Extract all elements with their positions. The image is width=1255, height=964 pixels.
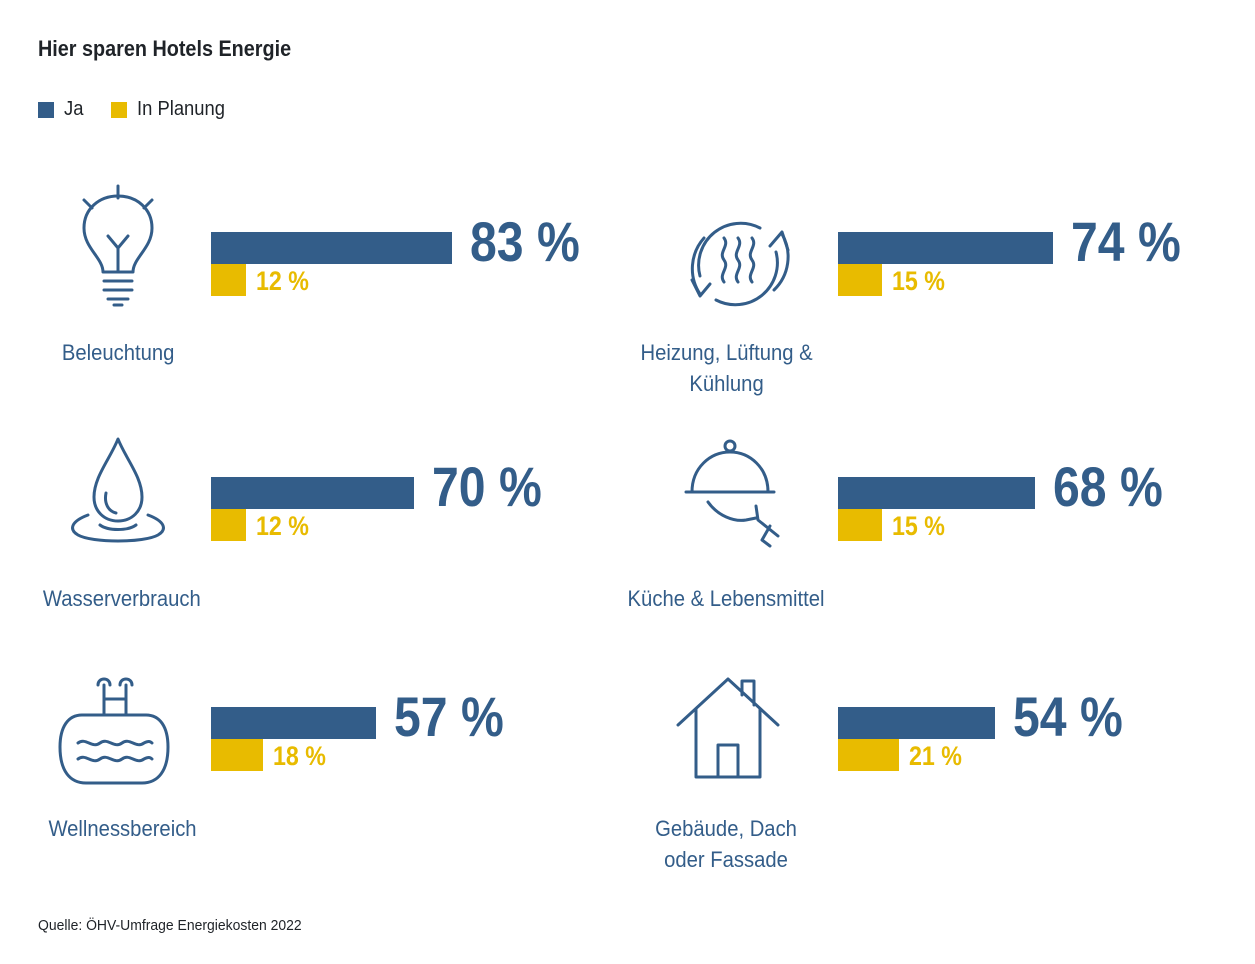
bar-in-planung-gebaeude-dach-oder-fassade bbox=[838, 739, 899, 771]
house-icon bbox=[668, 665, 788, 795]
value-label-in-planung-heizung-lueftung-und-kuehlung: 15 % bbox=[891, 266, 945, 296]
legend-swatch-in-planung bbox=[111, 101, 128, 118]
bar-ja-beleuchtung bbox=[211, 232, 452, 264]
bar-in-planung-beleuchtung bbox=[211, 264, 246, 296]
legend-item-in-planung: In Planung bbox=[111, 98, 233, 121]
bar-in-planung-wasserverbrauch bbox=[211, 509, 246, 541]
value-label-ja-gebaeude-dach-oder-fassade: 54 % bbox=[1012, 685, 1123, 748]
heating-cycle-icon bbox=[678, 198, 798, 328]
category-label-line: Kühlung bbox=[688, 371, 764, 396]
bar-ja-gebaeude-dach-oder-fassade bbox=[838, 707, 995, 739]
value-label-ja-wellnessbereich: 57 % bbox=[394, 685, 505, 748]
category-label-line: Beleuchtung bbox=[61, 340, 175, 365]
value-label-in-planung-wasserverbrauch: 12 % bbox=[255, 511, 309, 541]
bar-in-planung-heizung-lueftung-und-kuehlung bbox=[838, 264, 882, 296]
value-label-in-planung-kueche-und-lebensmittel: 15 % bbox=[891, 511, 945, 541]
value-label-ja-heizung-lueftung-und-kuehlung: 74 % bbox=[1070, 210, 1181, 273]
value-label-in-planung-wellnessbereich: 18 % bbox=[273, 741, 327, 771]
value-label-ja-kueche-und-lebensmittel: 68 % bbox=[1053, 455, 1163, 518]
source-note: Quelle: ÖHV-Umfrage Energiekosten 2022 bbox=[38, 917, 302, 934]
pool-icon bbox=[54, 665, 174, 795]
category-label-line: oder Fassade bbox=[664, 847, 788, 872]
water-drop-icon bbox=[58, 425, 178, 555]
chart-title: Hier sparen Hotels Energie bbox=[38, 36, 292, 61]
bar-ja-wellnessbereich bbox=[211, 707, 377, 739]
lightbulb-icon bbox=[58, 180, 178, 310]
category-label-beleuchtung: Beleuchtung bbox=[62, 337, 175, 368]
value-label-ja-wasserverbrauch: 70 % bbox=[432, 455, 542, 518]
category-label-kueche-und-lebensmittel: Küche & Lebensmittel bbox=[628, 583, 825, 614]
bar-in-planung-kueche-und-lebensmittel bbox=[838, 509, 882, 541]
legend-label-ja: Ja bbox=[64, 98, 84, 120]
category-label-wasserverbrauch: Wasserverbrauch bbox=[43, 583, 201, 614]
category-label-heizung-lueftung-und-kuehlung: Heizung, Lüftung & Kühlung bbox=[640, 337, 812, 399]
bar-in-planung-wellnessbereich bbox=[211, 739, 264, 771]
value-label-ja-beleuchtung: 83 % bbox=[469, 210, 580, 273]
category-label-line: Heizung, Lüftung & bbox=[639, 340, 813, 365]
legend-item-ja: Ja bbox=[38, 98, 85, 121]
bar-ja-wasserverbrauch bbox=[211, 477, 414, 509]
category-label-line: Gebäude, Dach bbox=[655, 816, 797, 841]
value-label-in-planung-gebaeude-dach-oder-fassade: 21 % bbox=[908, 741, 962, 771]
bar-ja-heizung-lueftung-und-kuehlung bbox=[838, 232, 1053, 264]
category-label-line: Wasserverbrauch bbox=[42, 586, 201, 611]
legend-swatch-ja bbox=[38, 101, 54, 118]
value-label-in-planung-beleuchtung: 12 % bbox=[255, 266, 309, 296]
legend-label-in-planung: In Planung bbox=[137, 98, 226, 120]
legend: Ja In Planung bbox=[38, 98, 259, 121]
category-label-line: Wellnessbereich bbox=[47, 816, 197, 841]
category-label-wellnessbereich: Wellnessbereich bbox=[48, 813, 196, 844]
cloche-icon bbox=[674, 430, 794, 560]
bar-ja-kueche-und-lebensmittel bbox=[838, 477, 1036, 509]
category-label-line: Küche & Lebensmittel bbox=[627, 586, 825, 611]
category-label-gebaeude-dach-oder-fassade: Gebäude, Dach oder Fassade bbox=[655, 813, 797, 875]
